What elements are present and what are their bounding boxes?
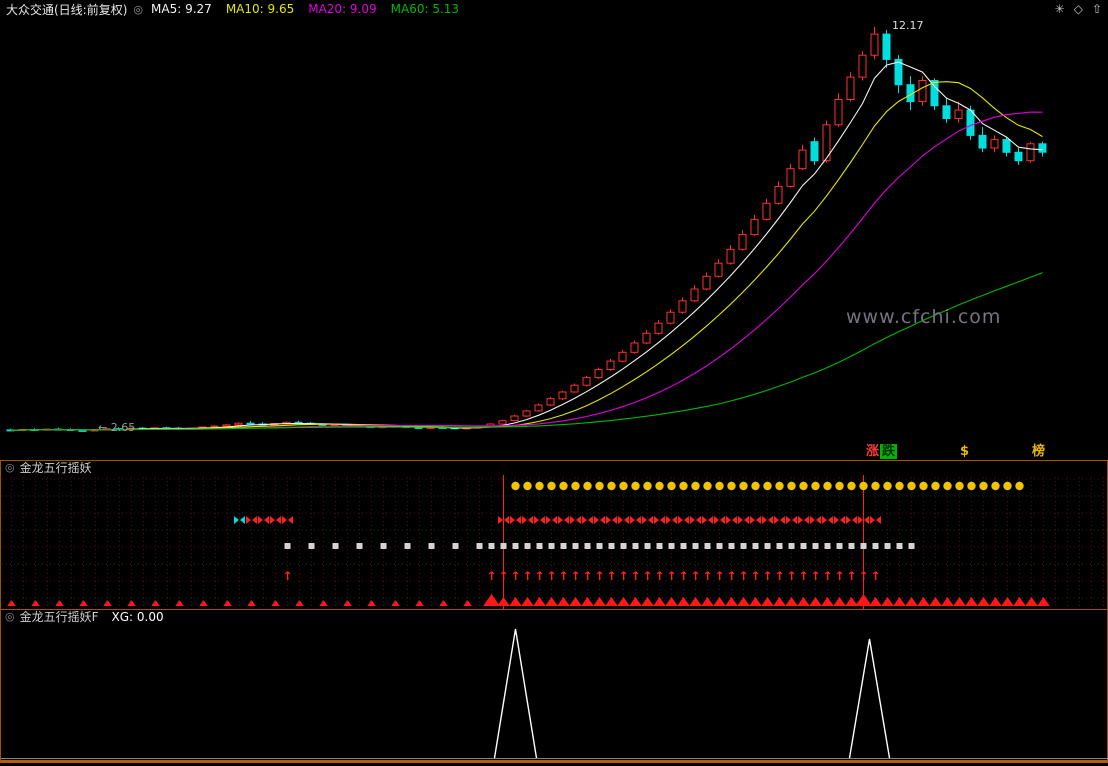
stock-title[interactable]: 大众交通(日线:前复权) bbox=[6, 2, 128, 17]
svg-text:↑: ↑ bbox=[594, 569, 604, 583]
svg-text:↑: ↑ bbox=[282, 569, 292, 583]
indicator1-chart[interactable]: ↑ ↑ ↑ ↑ ↑ ↑ ↑ ↑ ↑ ↑ ↑ ↑ ↑ ↑ ↑ ↑ ↑ ↑ ↑ ↑ ↑ ↑ ↑ ↑ ↑ ↑ ↑ ↑ ↑ ↑ ↑ ↑ ↑ ↑ bbox=[1, 475, 1108, 609]
signal-spike-1 bbox=[848, 638, 891, 759]
candlestick-chart[interactable] bbox=[0, 18, 1108, 460]
ma20-label: MA20: 9.09 bbox=[308, 2, 377, 16]
watermark: www.cfchi.com bbox=[846, 306, 1002, 328]
star-icon[interactable]: ✳ bbox=[1054, 2, 1065, 16]
svg-text:↑: ↑ bbox=[654, 569, 664, 583]
indicator2-value: XG: 0.00 bbox=[111, 610, 164, 624]
ma60-line bbox=[10, 272, 1043, 431]
indicator2-chart[interactable] bbox=[1, 624, 1108, 760]
svg-text:↑: ↑ bbox=[630, 569, 640, 583]
price-marker: ← 2.65 bbox=[98, 421, 136, 434]
candlestick-panel[interactable]: www.cfchi.com ← 2.65 12.17 涨跌 $ 榜 bbox=[0, 18, 1108, 460]
quick-link-涨[interactable]: 涨 bbox=[866, 444, 880, 459]
panel-collapse-icon[interactable]: ◎ bbox=[5, 461, 15, 474]
svg-text:↑: ↑ bbox=[870, 569, 880, 583]
ma20-line bbox=[10, 111, 1043, 431]
svg-text:↑: ↑ bbox=[570, 569, 580, 583]
svg-text:↑: ↑ bbox=[738, 569, 748, 583]
svg-text:↑: ↑ bbox=[762, 569, 772, 583]
quick-link-榜[interactable]: 榜 bbox=[1032, 444, 1046, 459]
bowtie-signals bbox=[234, 516, 881, 524]
svg-text:↑: ↑ bbox=[798, 569, 808, 583]
svg-text:↑: ↑ bbox=[822, 569, 832, 583]
yellow-circle-signals bbox=[511, 481, 1024, 491]
svg-text:↑: ↑ bbox=[498, 569, 508, 583]
svg-text:↑: ↑ bbox=[702, 569, 712, 583]
title-badge-icon[interactable]: ◎ bbox=[133, 2, 144, 16]
indicator1-titlebar: ◎ 金龙五行摇妖 bbox=[1, 461, 1107, 475]
svg-text:↑: ↑ bbox=[522, 569, 532, 583]
ma60-label: MA60: 5.13 bbox=[390, 2, 460, 16]
svg-text:↑: ↑ bbox=[618, 569, 628, 583]
svg-text:↑: ↑ bbox=[810, 569, 820, 583]
svg-text:↑: ↑ bbox=[642, 569, 652, 583]
svg-text:↑: ↑ bbox=[690, 569, 700, 583]
indicator1-panel: ◎ 金龙五行摇妖 ↑ ↑ ↑ ↑ ↑ ↑ ↑ ↑ ↑ ↑ ↑ ↑ ↑ ↑ ↑ ↑ ↑ ↑ ↑ ↑ ↑ ↑ ↑ ↑ ↑ ↑ ↑ ↑ ↑ ↑ ↑… bbox=[0, 460, 1108, 609]
signal-vlines bbox=[503, 475, 864, 609]
panel-collapse-icon[interactable]: ◎ bbox=[5, 610, 15, 623]
svg-text:↑: ↑ bbox=[486, 569, 496, 583]
indicator2-title[interactable]: 金龙五行摇妖F bbox=[19, 610, 99, 624]
dotted-grid-layer bbox=[2, 477, 1108, 607]
candles-layer bbox=[6, 26, 1047, 432]
indicator1-title[interactable]: 金龙五行摇妖 bbox=[19, 461, 92, 475]
up-arrow-signals: ↑ ↑ ↑ ↑ ↑ ↑ ↑ ↑ ↑ ↑ ↑ ↑ ↑ ↑ ↑ ↑ ↑ ↑ ↑ ↑ ↑ ↑ ↑ ↑ ↑ ↑ ↑ ↑ ↑ ↑ ↑ ↑ ↑ ↑ bbox=[282, 569, 880, 583]
signal-spike-0 bbox=[493, 628, 538, 759]
ma10-label: MA10: 9.65 bbox=[225, 2, 295, 16]
high-price-label: 12.17 bbox=[892, 19, 924, 32]
quick-link-跌[interactable]: 跌 bbox=[880, 444, 898, 459]
indicator2-panel: ◎ 金龙五行摇妖F XG: 0.00 bbox=[0, 609, 1108, 763]
red-triangle-signals bbox=[7, 594, 1050, 606]
svg-text:↑: ↑ bbox=[834, 569, 844, 583]
svg-text:↑: ↑ bbox=[774, 569, 784, 583]
chart-header: 大众交通(日线:前复权) ◎ MA5: 9.27 MA10: 9.65 MA20: … bbox=[0, 0, 1108, 18]
indicator2-titlebar: ◎ 金龙五行摇妖F XG: 0.00 bbox=[1, 610, 1107, 624]
ma5-line bbox=[10, 61, 1043, 431]
svg-text:↑: ↑ bbox=[666, 569, 676, 583]
svg-text:↑: ↑ bbox=[606, 569, 616, 583]
svg-text:↑: ↑ bbox=[558, 569, 568, 583]
svg-text:↑: ↑ bbox=[858, 569, 868, 583]
ma-values: MA5: 9.27 MA10: 9.65 MA20: 9.09 MA60: 5.13 bbox=[151, 2, 473, 16]
svg-text:↑: ↑ bbox=[786, 569, 796, 583]
svg-text:↑: ↑ bbox=[846, 569, 856, 583]
svg-text:↑: ↑ bbox=[750, 569, 760, 583]
svg-text:↑: ↑ bbox=[546, 569, 556, 583]
svg-text:↑: ↑ bbox=[582, 569, 592, 583]
svg-text:↑: ↑ bbox=[534, 569, 544, 583]
ma10-line bbox=[10, 81, 1043, 431]
svg-text:↑: ↑ bbox=[510, 569, 520, 583]
svg-text:↑: ↑ bbox=[726, 569, 736, 583]
white-square-signals bbox=[284, 543, 915, 549]
arrow-up-icon[interactable]: ⇧ bbox=[1091, 2, 1102, 16]
svg-text:↑: ↑ bbox=[678, 569, 688, 583]
header-icons: ✳ ◇ ⇧ bbox=[1055, 2, 1102, 16]
svg-text:↑: ↑ bbox=[714, 569, 724, 583]
diamond-icon[interactable]: ◇ bbox=[1073, 2, 1083, 16]
quick-link-$[interactable]: $ bbox=[960, 444, 970, 459]
ma5-label: MA5: 9.27 bbox=[151, 2, 212, 16]
